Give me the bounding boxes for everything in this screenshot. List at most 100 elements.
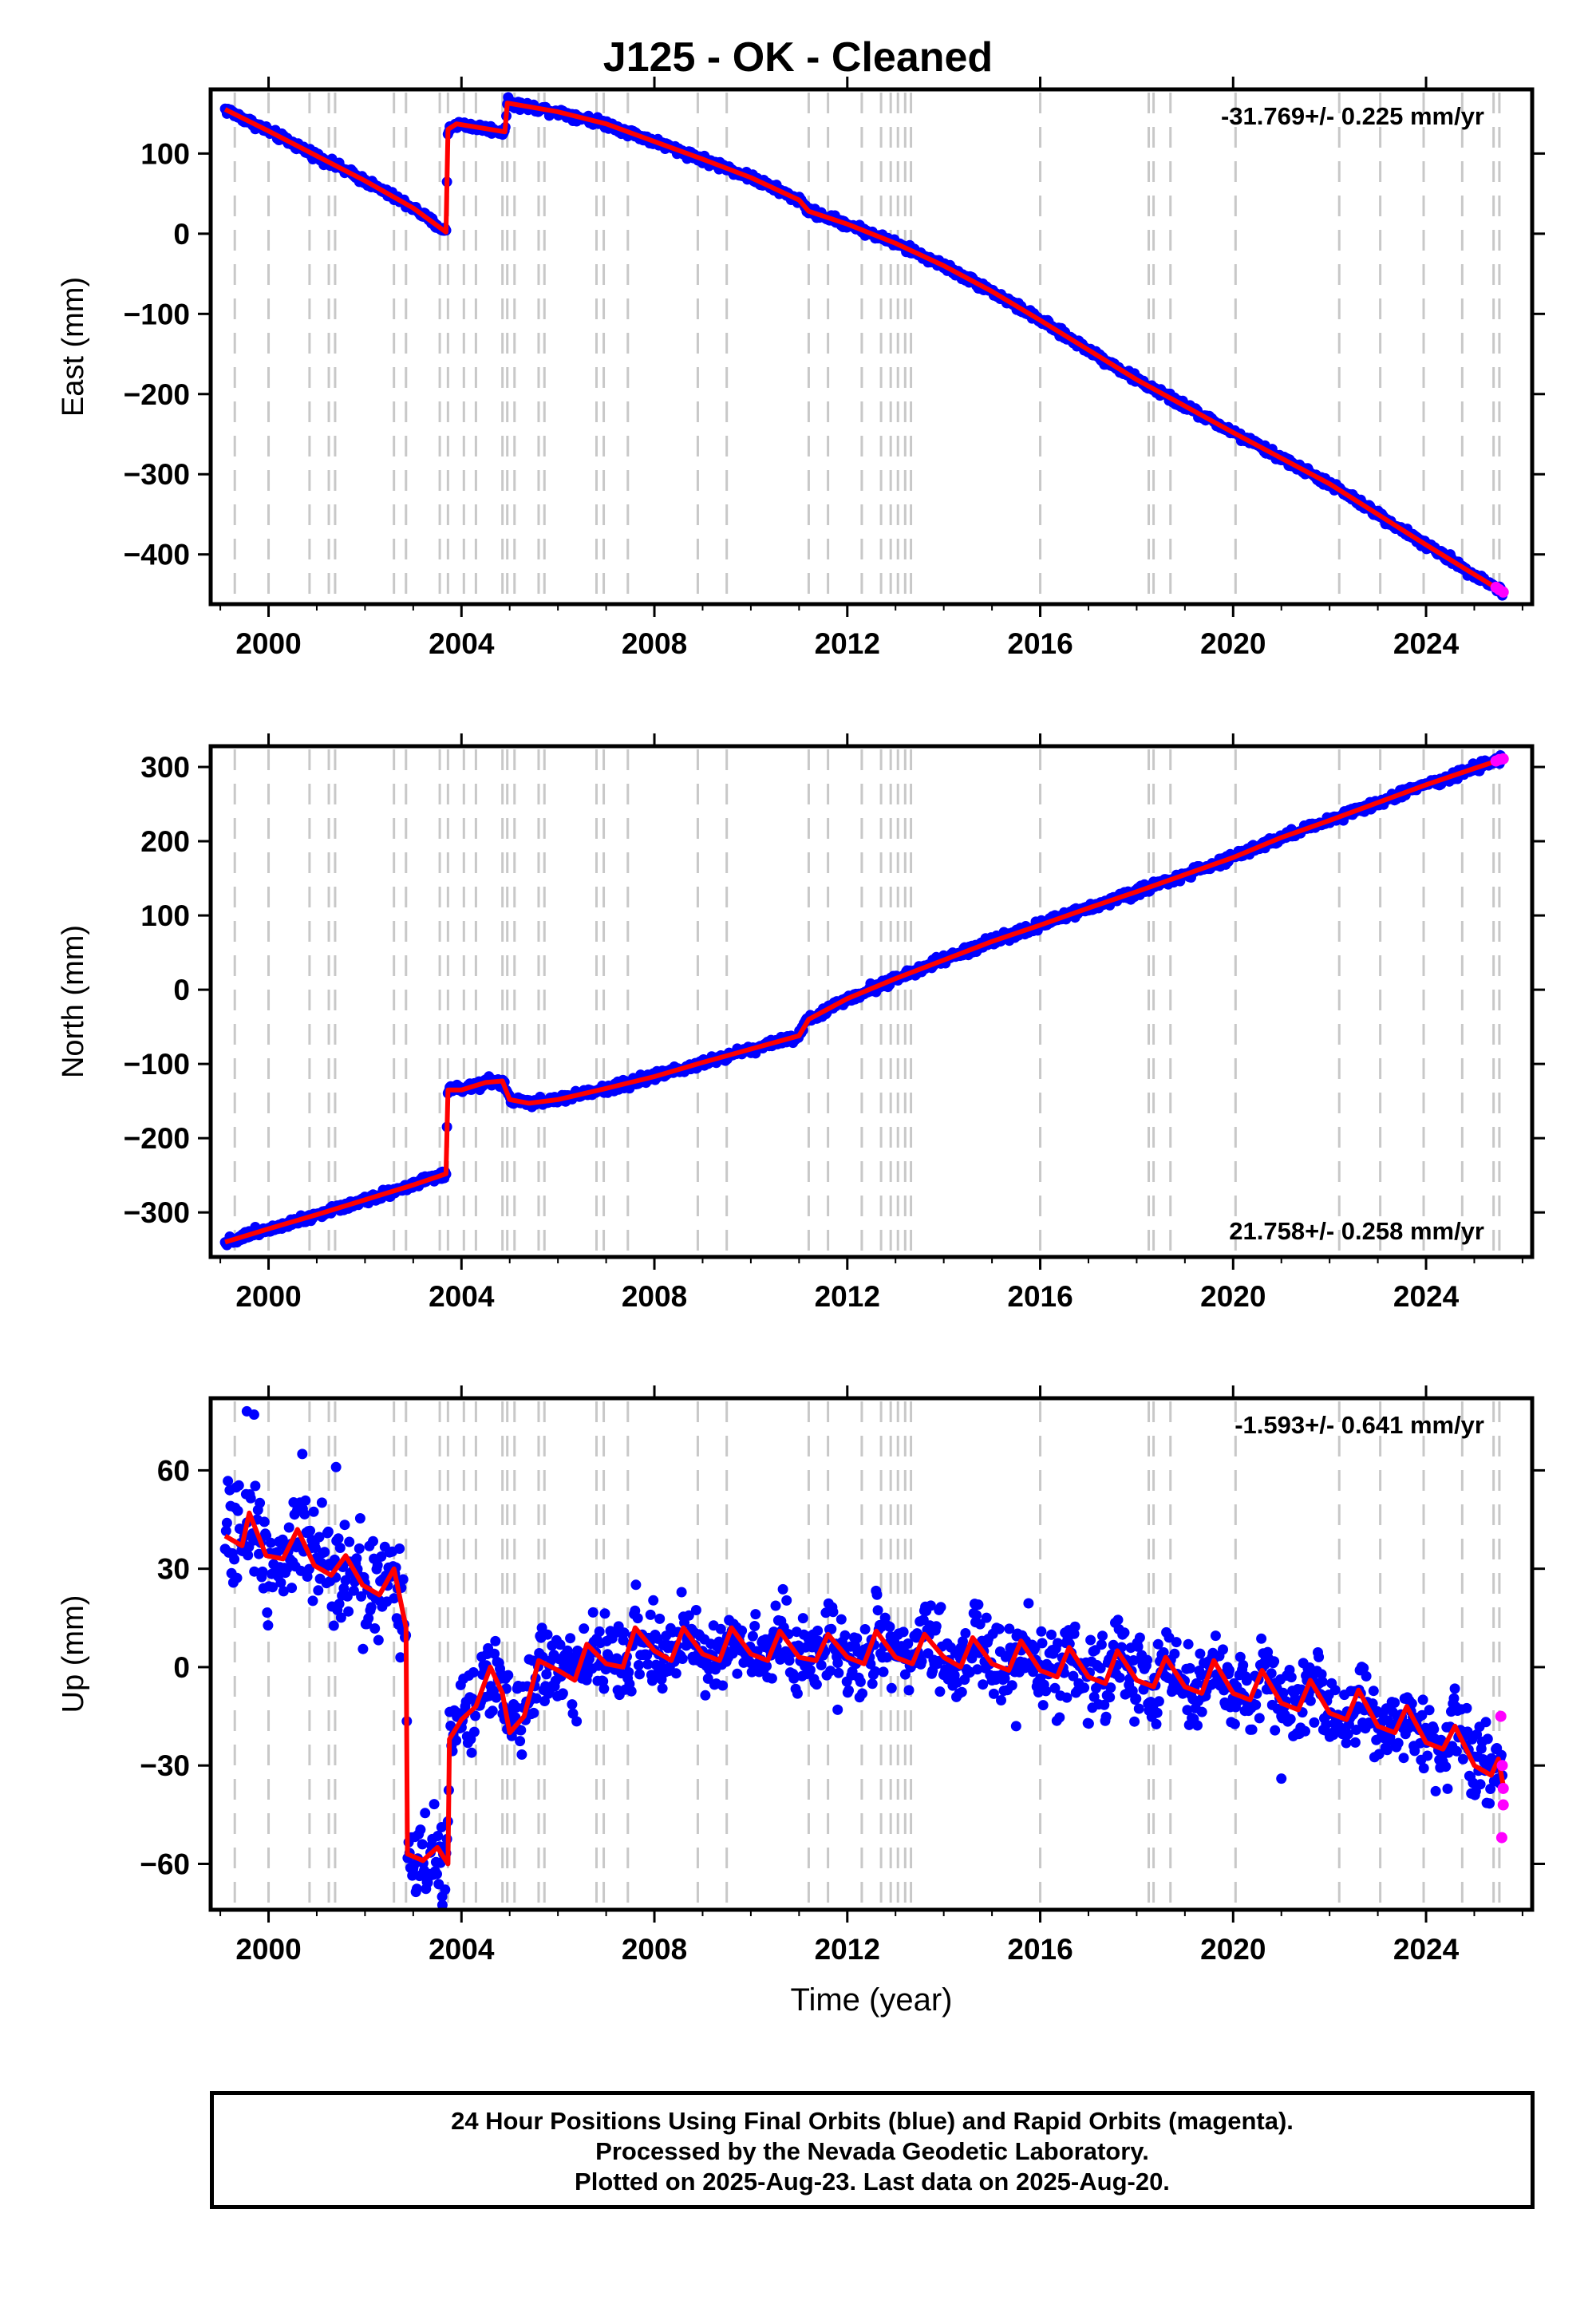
y-tick-label: 0 [173,974,190,1006]
data-point [372,1559,383,1571]
data-point [1049,1682,1061,1694]
data-point [334,1599,345,1610]
data-point [732,1668,743,1679]
data-point [1448,1693,1460,1704]
data-point [676,1587,687,1598]
data-point [816,1660,827,1670]
rate-label: -31.769+/- 0.225 mm/yr [1221,102,1484,130]
data-point [1229,1718,1240,1729]
data-point [1373,1749,1385,1760]
data-point [1484,1798,1495,1809]
data-point [267,1582,279,1593]
y-tick-label: 300 [140,751,190,784]
data-point [1010,1721,1021,1732]
data-point [670,1668,681,1679]
data-point [1195,1648,1206,1659]
data-point [766,1673,777,1684]
data-point [833,1667,844,1678]
data-point [1416,1709,1428,1721]
data-point [397,1574,409,1585]
data-point [836,1614,847,1625]
data-point [1085,1634,1096,1646]
x-tick-label: 2016 [1007,627,1073,660]
data-point [784,1655,795,1666]
data-point [1131,1694,1142,1704]
data-point [487,1705,498,1717]
data-point [1238,1660,1249,1670]
data-point [271,1547,282,1558]
data-point [376,1551,387,1562]
data-point [1309,1717,1320,1728]
data-point [978,1679,989,1690]
data-point [432,1868,442,1879]
x-tick-label: 2012 [815,1933,880,1966]
data-point [1133,1703,1144,1714]
data-point [1006,1680,1017,1691]
data-point [254,1548,264,1559]
data-point [843,1685,854,1696]
x-tick-label: 2020 [1200,1280,1266,1313]
data-point [297,1448,308,1460]
data-point [690,1605,701,1615]
x-tick-label: 2004 [429,1280,495,1313]
data-point [328,1620,339,1631]
y-tick-label: 30 [157,1553,190,1586]
data-point [389,1593,400,1604]
data-point [781,1595,792,1606]
data-point [750,1609,761,1620]
data-point [1053,1638,1063,1649]
data-point [1449,1683,1460,1694]
data-point [411,1883,422,1895]
data-point [468,1726,480,1737]
x-tick-label: 2024 [1393,627,1460,660]
data-point [243,1550,254,1561]
data-point [973,1599,984,1611]
data-point [489,1648,500,1659]
y-tick-label: −100 [124,298,190,330]
data-point [1112,1614,1124,1626]
data-point [231,1572,243,1583]
data-point [322,1526,334,1537]
data-point [633,1660,644,1670]
data-point [223,1476,234,1487]
data-point [971,1610,982,1621]
data-point [329,1554,340,1565]
data-point [531,1693,542,1704]
data-point [245,1492,256,1504]
data-point [1191,1678,1202,1689]
data-point [812,1625,824,1636]
data-point [394,1543,405,1554]
data-point [429,1799,440,1810]
data-point [1041,1686,1052,1697]
y-tick-label: 60 [157,1454,190,1487]
data-point [1054,1712,1065,1723]
y-tick-label: −400 [124,539,190,571]
data-point [770,1600,781,1611]
rapid-orbit-points [1490,581,1509,598]
page-title: J125 - OK - Cleaned [602,34,994,81]
data-point [1095,1662,1106,1674]
data-point [1328,1729,1339,1741]
data-point [930,1621,942,1632]
data-point [715,1623,726,1634]
data-point [503,1670,514,1681]
data-point [1142,1654,1153,1666]
data-point [555,1639,566,1650]
data-point [1241,1675,1252,1686]
data-point [1079,1682,1090,1694]
data-point [1457,1753,1468,1765]
data-point [1083,1718,1094,1729]
data-point [899,1669,911,1680]
data-point [1183,1638,1194,1650]
data-point [916,1656,927,1667]
data-point [747,1630,758,1642]
data-point [1442,1783,1453,1794]
up-panel: −60 −30 0 30 60 2000 2004 2008 2012 2016 2020 2024 U… [57,1385,1545,2018]
data-point [265,1537,276,1548]
data-point [584,1654,595,1665]
y-tick-label: −300 [124,1196,190,1229]
data-point [777,1583,788,1595]
data-point [248,1409,259,1421]
data-point [713,1636,725,1647]
x-tick-label: 2020 [1200,1933,1266,1966]
